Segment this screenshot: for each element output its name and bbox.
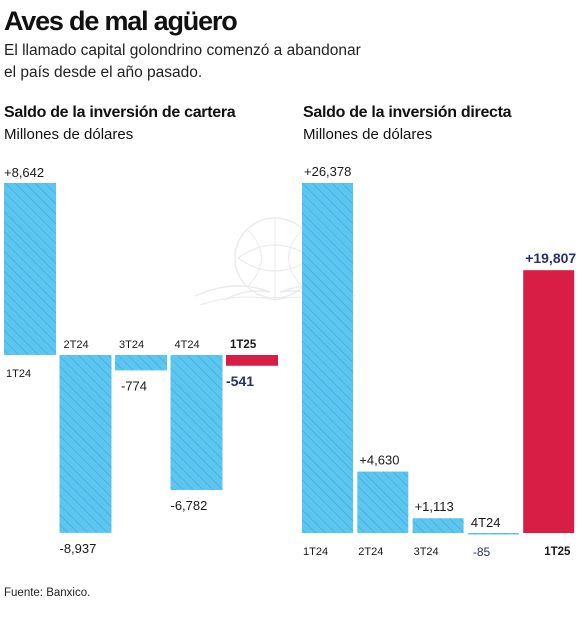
value-label-1-1T24: +26,378 bbox=[304, 164, 351, 179]
bar-0-2T24 bbox=[59, 355, 112, 533]
value-label-1-1T25: +19,807 bbox=[525, 250, 576, 266]
category-label-1-3T24: 3T24 bbox=[414, 546, 439, 558]
value-label-0-1T24: +8,642 bbox=[4, 165, 44, 180]
category-label-1-1T24: 1T24 bbox=[303, 546, 328, 558]
value-label-0-3T24: -774 bbox=[121, 378, 147, 393]
category-label-1-1T25: 1T25 bbox=[544, 546, 571, 558]
bar-1-1T25 bbox=[523, 270, 575, 533]
page-title: Aves de mal agüero bbox=[4, 6, 238, 36]
category-label-0-1T25: 1T25 bbox=[230, 339, 257, 351]
chart-title-directa: Saldo de la inversión directa bbox=[303, 104, 512, 121]
bar-0-4T24 bbox=[170, 355, 223, 490]
category-label-1-2T24: 2T24 bbox=[358, 546, 383, 558]
bar-1-1T24 bbox=[302, 183, 353, 533]
category-label-0-2T24: 2T24 bbox=[64, 339, 89, 351]
chart-unit-cartera: Millones de dólares bbox=[4, 126, 134, 143]
bar-0-3T24 bbox=[115, 355, 167, 371]
value-label-1-2T24: +4,630 bbox=[359, 453, 399, 468]
chart-title-cartera: Saldo de la inversión de cartera bbox=[4, 104, 236, 121]
value-label-0-4T24: -6,782 bbox=[171, 498, 208, 513]
bar-1-4T24 bbox=[467, 533, 519, 535]
bar-0-1T25 bbox=[226, 355, 278, 366]
category-label-1-4T24: 4T24 bbox=[471, 515, 501, 530]
page-subtitle: El llamado capital golondrino comenzó a … bbox=[4, 42, 361, 81]
source-note: Fuente: Banxico. bbox=[4, 587, 91, 599]
bar-1-3T24 bbox=[412, 518, 464, 533]
value-label-1-4T24: -85 bbox=[473, 545, 491, 559]
category-label-0-1T24: 1T24 bbox=[6, 368, 31, 380]
category-label-0-4T24: 4T24 bbox=[175, 339, 200, 351]
value-label-0-2T24: -8,937 bbox=[60, 541, 97, 556]
bar-1-2T24 bbox=[357, 471, 409, 533]
category-label-0-3T24: 3T24 bbox=[119, 339, 144, 351]
bar-0-1T24 bbox=[4, 183, 56, 355]
value-label-1-3T24: +1,113 bbox=[415, 499, 454, 514]
chart-unit-directa: Millones de dólares bbox=[303, 126, 433, 143]
value-label-0-1T25: -541 bbox=[226, 373, 254, 389]
